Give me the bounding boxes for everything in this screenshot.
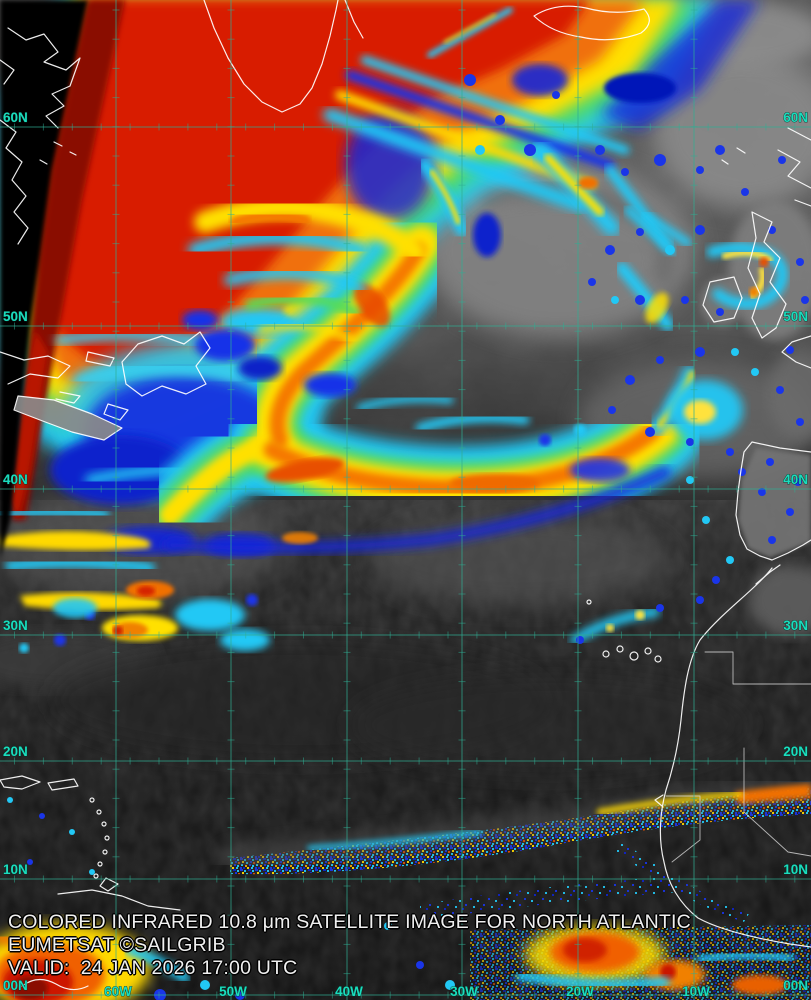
- coast-france: [781, 335, 811, 369]
- grid-label: 10N: [783, 862, 808, 877]
- europe-cloud-speckles: [464, 73, 809, 645]
- striated-cloud-bands: [323, 7, 692, 331]
- grid-label: 40N: [783, 472, 808, 487]
- grid-label: 20N: [783, 744, 808, 759]
- canary-islands: [586, 599, 662, 663]
- grid-label: 50N: [3, 309, 28, 324]
- coast-iberia: [735, 441, 811, 561]
- africa-borders: [665, 651, 811, 863]
- grid-label: 00N: [783, 978, 808, 993]
- grid-label: 60W: [104, 984, 132, 999]
- coast-labrador: [0, 119, 29, 245]
- space-black-wedge: [0, 0, 88, 560]
- overlay-valid: VALID: 24 JAN 2026 17:00 UTC: [8, 957, 298, 979]
- coast-iceland: [533, 5, 650, 41]
- overlay-credit: EUMETSAT ©SAILGRIB: [8, 934, 226, 956]
- coast-great-britain: [747, 211, 787, 339]
- coast-newfoundland: [121, 331, 211, 397]
- coast-africa-west: [659, 567, 811, 948]
- grid-label: 60N: [783, 110, 808, 125]
- coast-greenland: [203, 0, 339, 113]
- grid-label: 60N: [3, 110, 28, 125]
- grid-label: 20N: [3, 744, 28, 759]
- grid-label: 10N: [3, 862, 28, 877]
- grid-label: 40W: [335, 984, 363, 999]
- grid-label: 50W: [219, 984, 247, 999]
- grid-label: 00N: [3, 978, 28, 993]
- grid-label: 30N: [783, 618, 808, 633]
- coast-nova-scotia: [13, 395, 123, 441]
- grid-label: 40N: [3, 472, 28, 487]
- grid-label: 30W: [450, 984, 478, 999]
- comma-cloud-system: [50, 196, 704, 557]
- grid-label: 50N: [783, 309, 808, 324]
- coast-ireland: [702, 276, 743, 323]
- grid-label: 30N: [3, 618, 28, 633]
- coast-canada: [7, 27, 81, 129]
- grid-label: 20W: [566, 984, 594, 999]
- grid-label: 10W: [682, 984, 710, 999]
- itcz-convection-band: [0, 775, 811, 1000]
- coast-caribbean: [0, 775, 181, 991]
- overlay-title: COLORED INFRARED 10.8 μm SATELLITE IMAGE…: [8, 911, 691, 933]
- coast-norway: [777, 127, 811, 207]
